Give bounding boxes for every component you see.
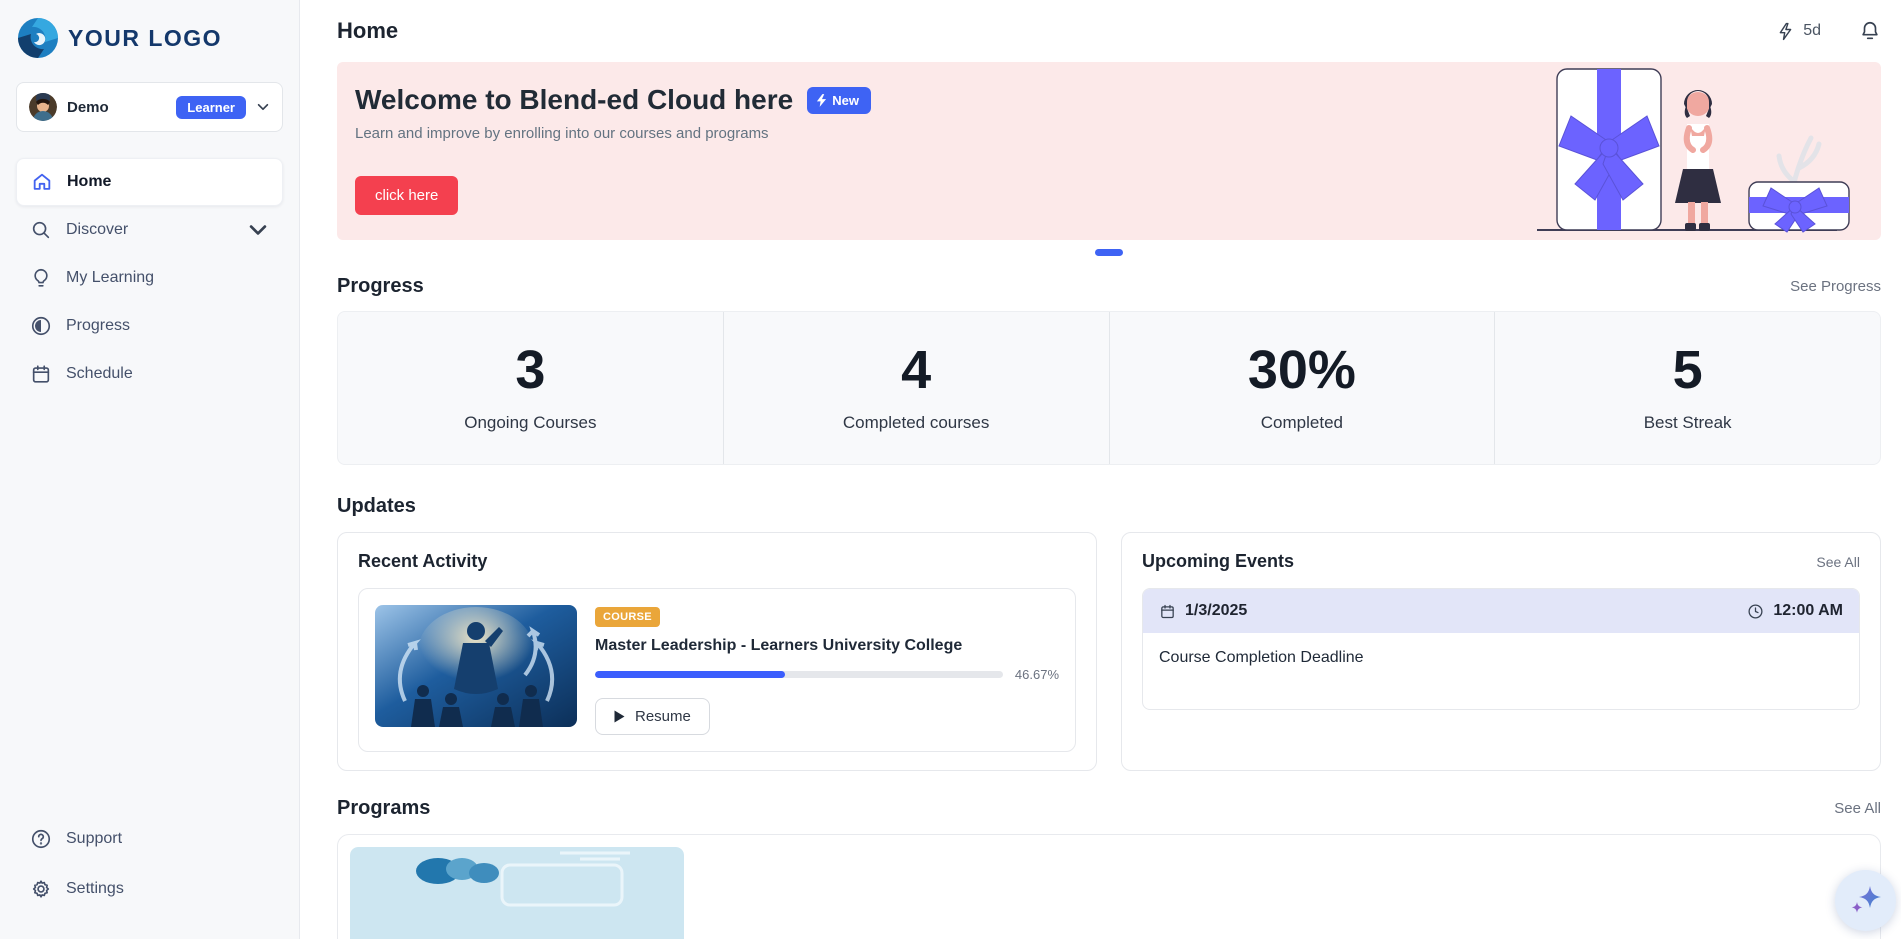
sidebar-item-my-learning[interactable]: My Learning [16, 254, 283, 302]
role-badge: Learner [176, 95, 246, 119]
clouds-program-thumbnail[interactable] [350, 847, 684, 939]
home-icon [33, 173, 51, 190]
sidebar-item-label: Discover [66, 221, 129, 238]
event-time: 12:00 AM [1773, 602, 1843, 619]
gear-icon [32, 880, 50, 898]
recent-activity-card: Recent Activity [337, 532, 1097, 771]
sidebar-item-home[interactable]: Home [16, 158, 283, 206]
resume-button[interactable]: Resume [595, 698, 710, 735]
banner-subtitle: Learn and improve by enrolling into our … [355, 125, 769, 142]
chevron-down-icon [249, 225, 267, 235]
lightbulb-icon [34, 268, 48, 287]
course-activity-item[interactable]: COURSE Master Leadership - Learners Univ… [358, 588, 1076, 752]
upcoming-events-card: Upcoming Events See All 1/3/2025 12:00 A… [1121, 532, 1881, 771]
lightning-icon [817, 93, 827, 107]
progress-heading: Progress [337, 275, 424, 297]
course-type-badge: COURSE [595, 607, 660, 627]
event-item[interactable]: 1/3/2025 12:00 AM Course Completion Dead… [1142, 588, 1860, 710]
gift-boxes-and-woman-illustration [1537, 68, 1850, 233]
sidebar: YOUR LOGO Demo Learner Home [0, 0, 300, 939]
stat-completed-percent: 30% Completed [1110, 312, 1496, 464]
click-here-button[interactable]: click here [355, 176, 459, 215]
logo[interactable]: YOUR LOGO [16, 18, 283, 58]
logo-text: YOUR LOGO [68, 24, 223, 51]
lightning-icon [1779, 22, 1792, 40]
carousel-indicator[interactable] [1095, 249, 1123, 256]
search-icon [32, 221, 50, 239]
sidebar-item-label: Schedule [66, 365, 133, 382]
stat-completed-courses: 4 Completed courses [724, 312, 1110, 464]
user-name: Demo [67, 98, 109, 116]
user-switcher[interactable]: Demo Learner [16, 82, 283, 132]
chevron-down-icon [257, 103, 269, 111]
logo-swirl-icon [18, 18, 58, 58]
sidebar-item-schedule[interactable]: Schedule [16, 350, 283, 398]
topbar: Home 5d [337, 0, 1881, 62]
event-title: Course Completion Deadline [1159, 649, 1364, 666]
sidebar-item-discover[interactable]: Discover [16, 206, 283, 254]
streak-label: 5d [1803, 22, 1821, 39]
course-progress-label: 46.67% [1014, 667, 1059, 682]
sidebar-item-support[interactable]: Support [16, 815, 283, 863]
programs-heading: Programs [337, 797, 431, 819]
bell-icon [1862, 21, 1878, 40]
calendar-icon [32, 365, 50, 383]
calendar-icon [1161, 604, 1174, 618]
event-date: 1/3/2025 [1185, 602, 1248, 619]
streak-indicator[interactable]: 5d [1776, 22, 1821, 41]
sidebar-item-settings[interactable]: Settings [16, 865, 283, 913]
play-icon [614, 710, 625, 723]
programs-card [337, 834, 1881, 939]
event-header: 1/3/2025 12:00 AM [1143, 589, 1859, 633]
leadership-course-thumbnail [375, 605, 577, 727]
ai-assistant-button[interactable] [1835, 870, 1896, 931]
banner-title: Welcome to Blend-ed Cloud here [355, 84, 794, 115]
new-badge: New [807, 86, 871, 114]
page-title: Home [337, 18, 399, 43]
sidebar-item-label: My Learning [66, 269, 155, 286]
progress-stats-card: 3 Ongoing Courses 4 Completed courses 30… [337, 311, 1881, 465]
stat-ongoing-courses: 3 Ongoing Courses [338, 312, 724, 464]
programs-see-all-link[interactable]: See All [1834, 800, 1881, 817]
avatar [29, 93, 57, 121]
help-circle-icon [31, 829, 51, 849]
see-progress-link[interactable]: See Progress [1790, 278, 1881, 295]
sidebar-footer-nav: Support Settings [16, 815, 283, 913]
updates-heading: Updates [337, 495, 416, 517]
sidebar-item-label: Settings [66, 880, 124, 897]
sidebar-item-progress[interactable]: Progress [16, 302, 283, 350]
upcoming-events-heading: Upcoming Events [1142, 551, 1295, 571]
main-content: Home 5d Welcome to Blend-ed Cloud here N [300, 0, 1901, 939]
sidebar-item-label: Support [66, 830, 123, 847]
stat-best-streak: 5 Best Streak [1643, 340, 1732, 432]
events-see-all-link[interactable]: See All [1816, 553, 1860, 570]
welcome-banner: Welcome to Blend-ed Cloud here New Learn… [337, 62, 1881, 240]
course-progress-bar [595, 671, 1003, 678]
clock-icon [1748, 603, 1763, 619]
ai-sparkles-icon [1851, 885, 1881, 913]
notifications-button[interactable] [1859, 20, 1881, 42]
pie-progress-icon [31, 316, 51, 336]
sidebar-nav: Home Discover My Learning Progress Sched… [16, 158, 283, 398]
sidebar-item-label: Progress [66, 317, 131, 334]
course-progress-fill [595, 671, 786, 678]
course-title: Master Leadership - Learners University … [595, 637, 963, 654]
recent-activity-heading: Recent Activity [358, 551, 488, 571]
sidebar-item-label: Home [67, 173, 112, 190]
